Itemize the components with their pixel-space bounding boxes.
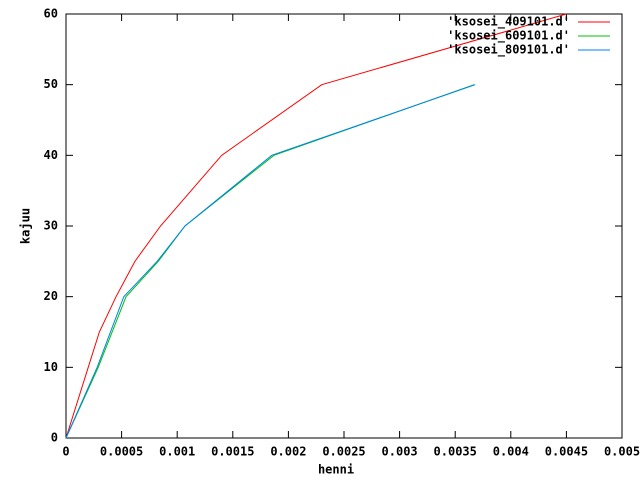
y-tick-label: 10 bbox=[44, 360, 58, 374]
series-line bbox=[65, 84, 476, 439]
y-tick-label: 0 bbox=[51, 431, 58, 445]
series-line bbox=[65, 13, 567, 439]
series-line bbox=[65, 84, 475, 439]
legend-label: 'ksosei_809101.d' bbox=[447, 43, 570, 58]
x-tick-label: 0.0025 bbox=[322, 445, 365, 459]
x-tick-label: 0.003 bbox=[382, 445, 418, 459]
y-tick-label: 50 bbox=[44, 77, 58, 91]
x-tick-label: 0.002 bbox=[270, 445, 306, 459]
y-tick-label: 40 bbox=[44, 148, 58, 162]
legend-label: 'ksosei_409101.d' bbox=[447, 15, 570, 30]
x-tick-label: 0.001 bbox=[159, 445, 195, 459]
plot-border bbox=[65, 13, 623, 439]
legend-label: 'ksosei_609101.d' bbox=[447, 29, 570, 44]
y-tick-label: 30 bbox=[44, 219, 58, 233]
y-tick-label: 20 bbox=[44, 289, 58, 303]
x-tick-label: 0.0005 bbox=[100, 445, 143, 459]
y-axis-label: kajuu bbox=[19, 208, 33, 244]
x-tick-label: 0 bbox=[62, 445, 69, 459]
x-tick-label: 0.0015 bbox=[211, 445, 254, 459]
y-tick-label: 60 bbox=[44, 7, 58, 21]
x-axis-label: henni bbox=[318, 463, 354, 477]
x-tick-label: 0.0035 bbox=[434, 445, 477, 459]
x-tick-label: 0.0045 bbox=[545, 445, 588, 459]
x-tick-label: 0.005 bbox=[604, 445, 640, 459]
x-tick-label: 0.004 bbox=[493, 445, 529, 459]
